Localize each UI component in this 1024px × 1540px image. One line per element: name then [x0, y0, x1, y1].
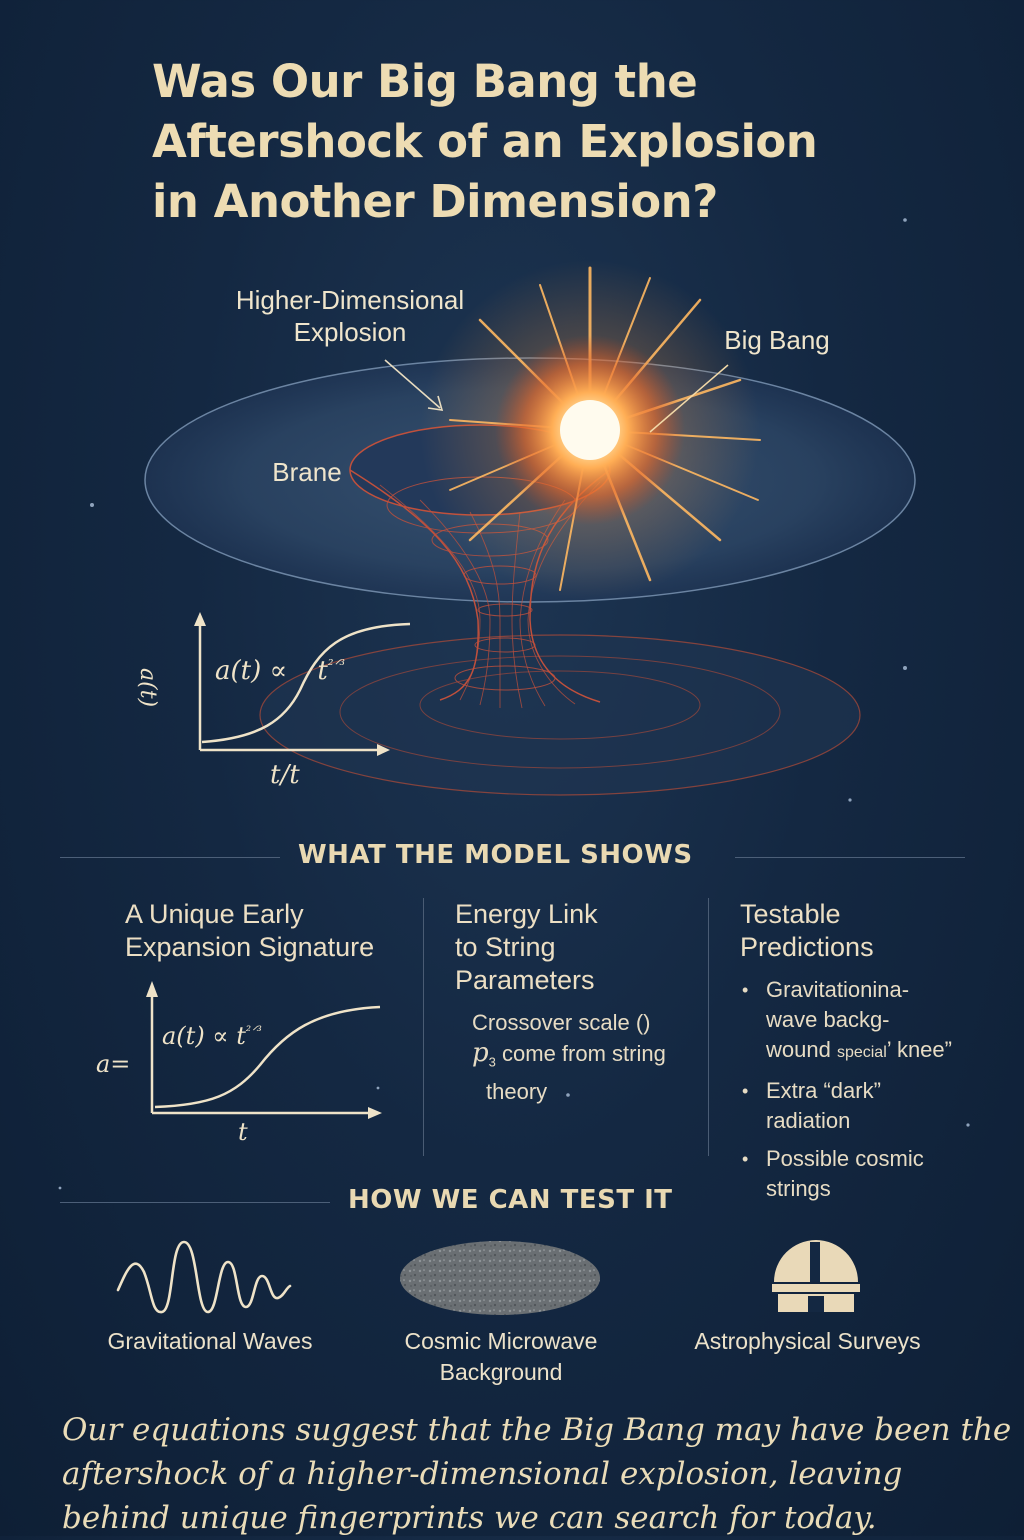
energy-link-title: Energy Link to String Parameters	[455, 899, 598, 995]
signature-graph-ylabel: a=	[96, 1050, 131, 1078]
test-rule-left	[60, 1202, 330, 1203]
observatory-icon	[772, 1240, 860, 1312]
higher-dimensional-explosion-label: Higher-Dimensional Explosion	[235, 285, 465, 347]
prediction-item: Possible cosmic strings	[740, 1144, 1010, 1204]
model-section-heading: WHAT THE MODEL SHOWS	[298, 840, 693, 870]
energy-link-text: Crossover scale () p3 come from string t…	[472, 1010, 666, 1105]
column-divider-2	[708, 898, 709, 1156]
explosion-pointer-arrow	[384, 359, 444, 411]
predictions-list: Gravitationina- wave backg- wound specia…	[740, 975, 1010, 1212]
hero-graph-ylabel: a(t)	[135, 668, 160, 708]
model-rule-right	[735, 857, 965, 858]
cmb-label: Cosmic Microwave Background	[404, 1328, 598, 1385]
column-divider-1	[423, 898, 424, 1156]
signature-graph-formula: a(t) ∝ t²ᐟ³	[162, 1022, 262, 1050]
gravitational-waves-label: Gravitational Waves	[107, 1328, 313, 1354]
brane-label: Brane	[272, 457, 342, 487]
brane-explosion-illustration	[144, 260, 916, 796]
expansion-signature-graph	[146, 981, 382, 1119]
big-bang-label: Big Bang	[724, 325, 830, 355]
test-section-heading: HOW WE CAN TEST IT	[348, 1185, 673, 1215]
testable-predictions-title: Testable Predictions	[740, 899, 874, 962]
hero-graph-formula: a(t) ∝ t²ᐟ³	[215, 656, 345, 686]
title-line-2: Aftershock of an Explosion	[152, 115, 818, 168]
model-rule-left	[60, 857, 280, 858]
expansion-signature-title: A Unique Early Expansion Signature	[125, 899, 375, 962]
title-line-1: Was Our Big Bang the	[152, 55, 698, 108]
title-line-3: in Another Dimension?	[152, 175, 718, 228]
hero-graph-xlabel: t/t	[270, 760, 300, 790]
summary-text: Our equations suggest that the Big Bang …	[62, 1412, 1012, 1536]
prediction-item: Gravitationina- wave backg- wound specia…	[740, 975, 1010, 1068]
page-title: Was Our Big Bang the Aftershock of an Ex…	[152, 52, 972, 232]
astrophysical-surveys-label: Astrophysical Surveys	[694, 1328, 921, 1354]
signature-graph-xlabel: t	[238, 1118, 248, 1146]
signature-growth-curve	[154, 1005, 381, 1109]
hero-growth-curve	[201, 622, 411, 744]
hero-expansion-graph	[194, 612, 411, 756]
gravitational-wave-icon	[116, 1240, 292, 1314]
lower-flare	[259, 634, 861, 796]
big-bang-pointer	[649, 364, 729, 433]
prediction-item: Extra “dark” radiation	[740, 1076, 1010, 1136]
cmb-ellipse-icon	[400, 1241, 600, 1315]
